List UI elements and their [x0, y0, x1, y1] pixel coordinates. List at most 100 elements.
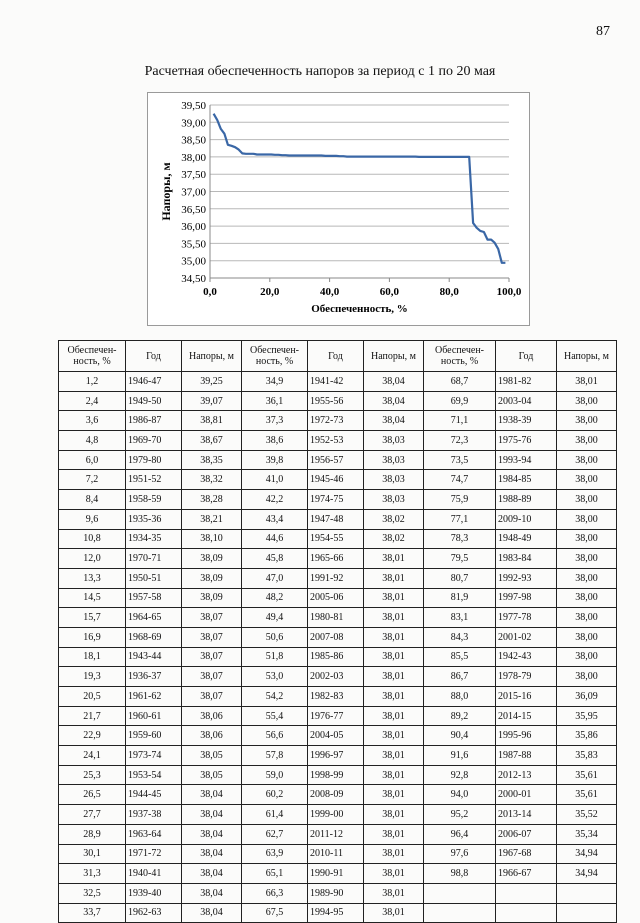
table-cell: 35,95 [556, 705, 617, 727]
table-cell: 1942-43 [495, 646, 557, 668]
table-cell: 38,00 [556, 469, 617, 491]
table-cell: 3,6 [58, 410, 126, 432]
table-cell: 38,00 [556, 646, 617, 668]
table-cell: 1940-41 [125, 863, 182, 884]
table-cell: 38,04 [181, 863, 242, 884]
table-cell: 38,06 [181, 725, 242, 747]
table-cell: 35,52 [556, 804, 617, 825]
table-cell: 38,01 [363, 843, 424, 865]
table-cell: 1984-85 [495, 469, 557, 491]
table-cell: 38,6 [241, 430, 308, 451]
table-cell: 1979-80 [125, 449, 182, 471]
table-cell: 7,2 [58, 469, 126, 491]
table-cell: 38,05 [181, 764, 242, 786]
table-cell: 1956-57 [307, 449, 364, 471]
table-cell: 48,2 [241, 587, 308, 609]
table-cell: 38,01 [363, 626, 424, 648]
table-row: 30,1 1971-72 38,04 63,9 2010-11 38,01 97,6 1967… [58, 843, 617, 865]
y-tick-label: 37,00 [181, 187, 206, 199]
table-cell: 38,04 [363, 390, 424, 412]
table-row: 4,8 1969-70 38,67 38,6 1952-53 38,03 72,3 1975-… [58, 430, 617, 451]
table-cell: 1996-97 [307, 745, 364, 766]
table-cell: 2013-14 [495, 804, 557, 825]
table-cell: 38,01 [363, 725, 424, 747]
table-cell: 49,4 [241, 607, 308, 628]
table-cell: 38,04 [181, 784, 242, 806]
table-cell: 10,8 [58, 528, 126, 550]
x-tick-label: 100,0 [497, 286, 522, 298]
table-cell: 1934-35 [125, 528, 182, 550]
column-header: Год [495, 340, 557, 372]
table-cell: 72,3 [423, 430, 496, 451]
table-cell: 2011-12 [307, 823, 364, 845]
table-cell: 61,4 [241, 804, 308, 825]
table-row: 21,7 1960-61 38,06 55,4 1976-77 38,01 89,2 2014… [58, 705, 617, 727]
table-cell: 38,01 [363, 587, 424, 609]
column-header: Напоры, м [363, 340, 424, 372]
chart-title: Расчетная обеспеченность напоров за пери… [144, 64, 496, 79]
table-cell: 1971-72 [125, 843, 182, 865]
table-cell: 35,61 [556, 764, 617, 786]
table-cell: 89,2 [423, 705, 496, 727]
table-cell: 62,7 [241, 823, 308, 845]
table-cell: 1987-88 [495, 745, 557, 766]
table-cell: 1992-93 [495, 567, 557, 589]
table-cell: 38,00 [556, 489, 617, 510]
table-cell: 33,7 [58, 902, 126, 923]
table-cell: 36,09 [556, 686, 617, 707]
table-row: 19,3 1936-37 38,07 53,0 2002-03 38,01 86,7 1978… [58, 666, 617, 687]
table-cell: 2007-08 [307, 626, 364, 648]
table-cell: 1968-69 [125, 626, 182, 648]
table-cell: 1975-76 [495, 430, 557, 451]
table-cell: 1972-73 [307, 410, 364, 432]
table-cell: 1982-83 [307, 686, 364, 707]
table-cell: 38,01 [363, 745, 424, 766]
table-cell: 24,1 [58, 745, 126, 766]
table-header-row: Обеспечен-ность, % Год Напоры, м Обеспечен-… [58, 340, 617, 372]
table-cell: 38,00 [556, 587, 617, 609]
table-cell: 94,0 [423, 784, 496, 806]
table-cell: 38,01 [363, 567, 424, 589]
table-cell: 38,04 [181, 804, 242, 825]
table-cell: 38,04 [363, 371, 424, 392]
table-cell: 38,01 [363, 686, 424, 707]
table-cell: 19,3 [58, 666, 126, 687]
table-cell: 88,0 [423, 686, 496, 707]
table-cell: 38,00 [556, 548, 617, 569]
table-cell: 86,7 [423, 666, 496, 687]
table-row: 13,3 1950-51 38,09 47,0 1991-92 38,01 80,7 1992… [58, 567, 617, 589]
table-cell: 2015-16 [495, 686, 557, 707]
table-cell: 39,8 [241, 449, 308, 471]
table-cell: 38,32 [181, 469, 242, 491]
table-cell [556, 882, 617, 904]
column-header: Год [307, 340, 364, 372]
page-number: 87 [596, 24, 610, 39]
table-cell: 1961-62 [125, 686, 182, 707]
y-tick-label: 36,00 [181, 221, 206, 233]
table-cell: 65,1 [241, 863, 308, 884]
table-cell: 1966-67 [495, 863, 557, 884]
table-cell: 36,1 [241, 390, 308, 412]
table-cell: 38,01 [363, 607, 424, 628]
table-cell: 18,1 [58, 646, 126, 668]
table-cell: 34,9 [241, 371, 308, 392]
column-header: Напоры, м [181, 340, 242, 372]
table-cell: 34,94 [556, 843, 617, 865]
table-cell: 4,8 [58, 430, 126, 451]
table-cell: 69,9 [423, 390, 496, 412]
table-cell: 71,1 [423, 410, 496, 432]
table-cell: 31,3 [58, 863, 126, 884]
table-cell: 27,7 [58, 804, 126, 825]
table-cell: 1978-79 [495, 666, 557, 687]
table-body: 1,2 1946-47 39,25 34,9 1941-42 38,04 68,7 1981-… [58, 371, 617, 923]
table-cell: 1955-56 [307, 390, 364, 412]
table-cell: 1995-96 [495, 725, 557, 747]
table-cell: 38,00 [556, 528, 617, 550]
table-row: 10,8 1934-35 38,10 44,6 1954-55 38,02 78,3 1948… [58, 528, 617, 550]
table-cell: 38,35 [181, 449, 242, 471]
table-cell: 1967-68 [495, 843, 557, 865]
table-cell: 22,9 [58, 725, 126, 747]
y-tick-label: 35,50 [181, 238, 206, 250]
table-cell: 1958-59 [125, 489, 182, 510]
table-row: 8,4 1958-59 38,28 42,2 1974-75 38,03 75,9 1988-… [58, 489, 617, 510]
